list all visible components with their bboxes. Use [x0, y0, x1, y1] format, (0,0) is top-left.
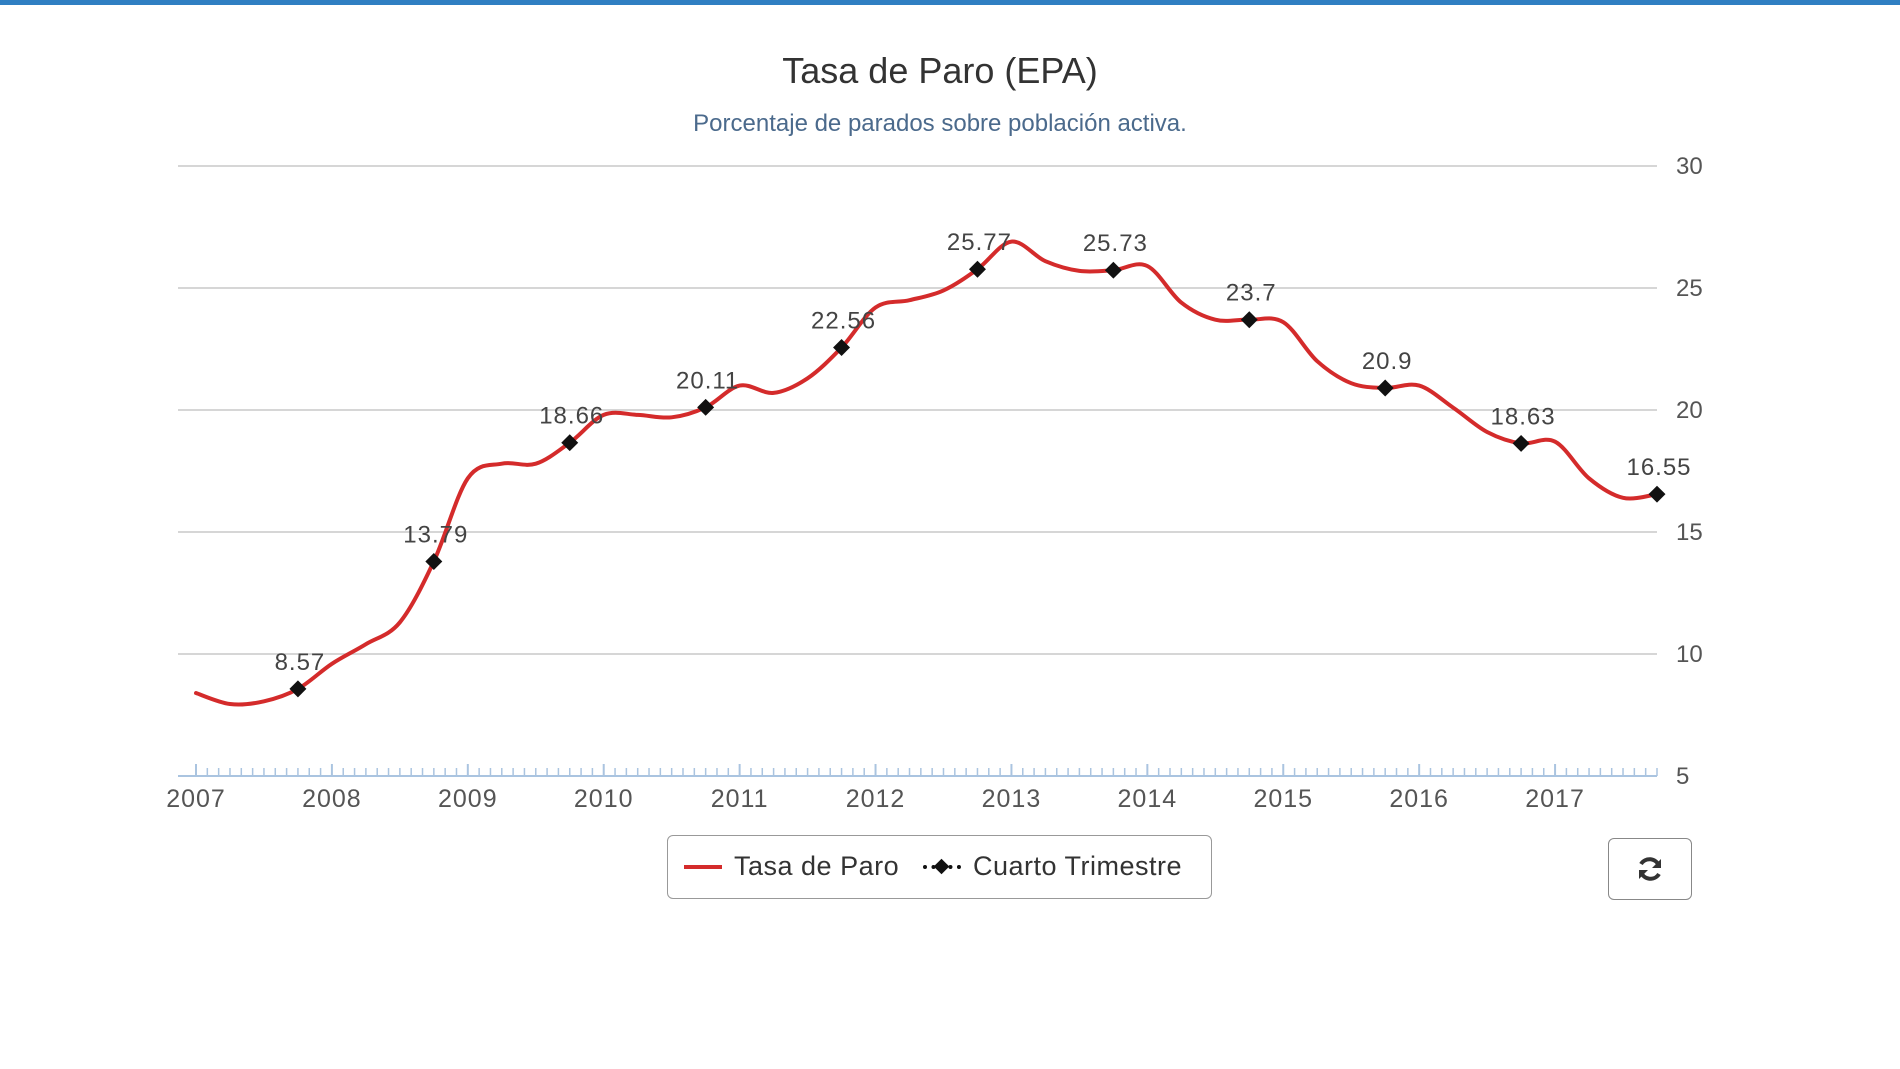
x-tick-label: 2014: [1118, 785, 1178, 813]
x-tick-label: 2009: [438, 785, 498, 813]
gridlines: [178, 165, 1657, 655]
legend-label: Cuarto Trimestre: [973, 851, 1183, 881]
data-label: 22.56: [811, 308, 876, 335]
y-tick-label: 20: [1676, 397, 1703, 424]
data-point-marker: [833, 339, 851, 357]
data-point-marker: [968, 260, 986, 278]
data-label: 25.77: [947, 229, 1012, 256]
series-lines: [194, 239, 1659, 707]
x-tick-label: 2016: [1389, 785, 1449, 813]
data-label: 18.63: [1491, 403, 1556, 430]
data-point-marker: [1376, 379, 1394, 397]
y-tick-label: 30: [1676, 153, 1703, 180]
x-axis: [178, 764, 1658, 777]
y-axis-labels: 5 10 15 20 25 30: [1676, 153, 1703, 790]
diamond-marker-icon: [923, 855, 961, 879]
x-tick-label: 2015: [1253, 785, 1313, 813]
data-label: 23.7: [1226, 280, 1277, 307]
data-point-marker: [697, 398, 715, 416]
data-point-marker: [289, 680, 307, 698]
y-tick-label: 10: [1676, 641, 1703, 668]
data-label: 20.11: [676, 367, 739, 394]
x-axis-labels: 2007 2008 2009 2010 2011 2012 2013 2014 2015 2016…: [166, 785, 1585, 813]
refresh-button[interactable]: [1608, 838, 1692, 900]
data-label: 16.55: [1626, 454, 1691, 481]
data-point-marker: [1240, 311, 1258, 329]
data-label: 25.73: [1083, 230, 1148, 257]
line-swatch-icon: [684, 855, 722, 879]
data-point-marker: [561, 434, 579, 452]
x-tick-label: 2008: [302, 785, 362, 813]
x-tick-label: 2012: [846, 785, 906, 813]
data-label: 20.9: [1362, 348, 1413, 375]
y-tick-label: 5: [1676, 763, 1689, 790]
x-tick-label: 2007: [166, 785, 226, 813]
legend-item-cuarto-trimestre[interactable]: Cuarto Trimestre: [923, 836, 1182, 897]
data-point-marker: [1104, 261, 1122, 279]
x-tick-label: 2011: [711, 785, 769, 813]
data-point-marker: [425, 553, 443, 571]
chart-title: Tasa de Paro (EPA): [782, 50, 1098, 91]
data-label: 18.66: [539, 403, 604, 430]
data-labels: 8.57 13.79 18.66 20.11 22.56 25.77 25.73 23.7 20…: [275, 229, 1691, 676]
data-point-marker: [1512, 434, 1530, 452]
top-accent-bar: [0, 0, 1900, 5]
y-tick-label: 25: [1676, 275, 1703, 302]
legend: Tasa de Paro Cuarto Trimestre: [667, 835, 1212, 899]
legend-item-tasa-de-paro[interactable]: Tasa de Paro: [684, 836, 899, 897]
data-label: 8.57: [275, 649, 326, 676]
x-tick-label: 2010: [574, 785, 634, 813]
chart-subtitle: Porcentaje de parados sobre población ac…: [693, 110, 1187, 137]
x-tick-label: 2017: [1525, 785, 1585, 813]
legend-label: Tasa de Paro: [734, 851, 900, 881]
y-tick-label: 15: [1676, 519, 1703, 546]
series-markers: [289, 260, 1666, 698]
refresh-icon: [1639, 857, 1661, 881]
data-point-marker: [1648, 485, 1666, 503]
series-line-tasa-de-paro: [194, 239, 1659, 707]
x-tick-label: 2013: [982, 785, 1042, 813]
data-label: 13.79: [403, 522, 468, 549]
